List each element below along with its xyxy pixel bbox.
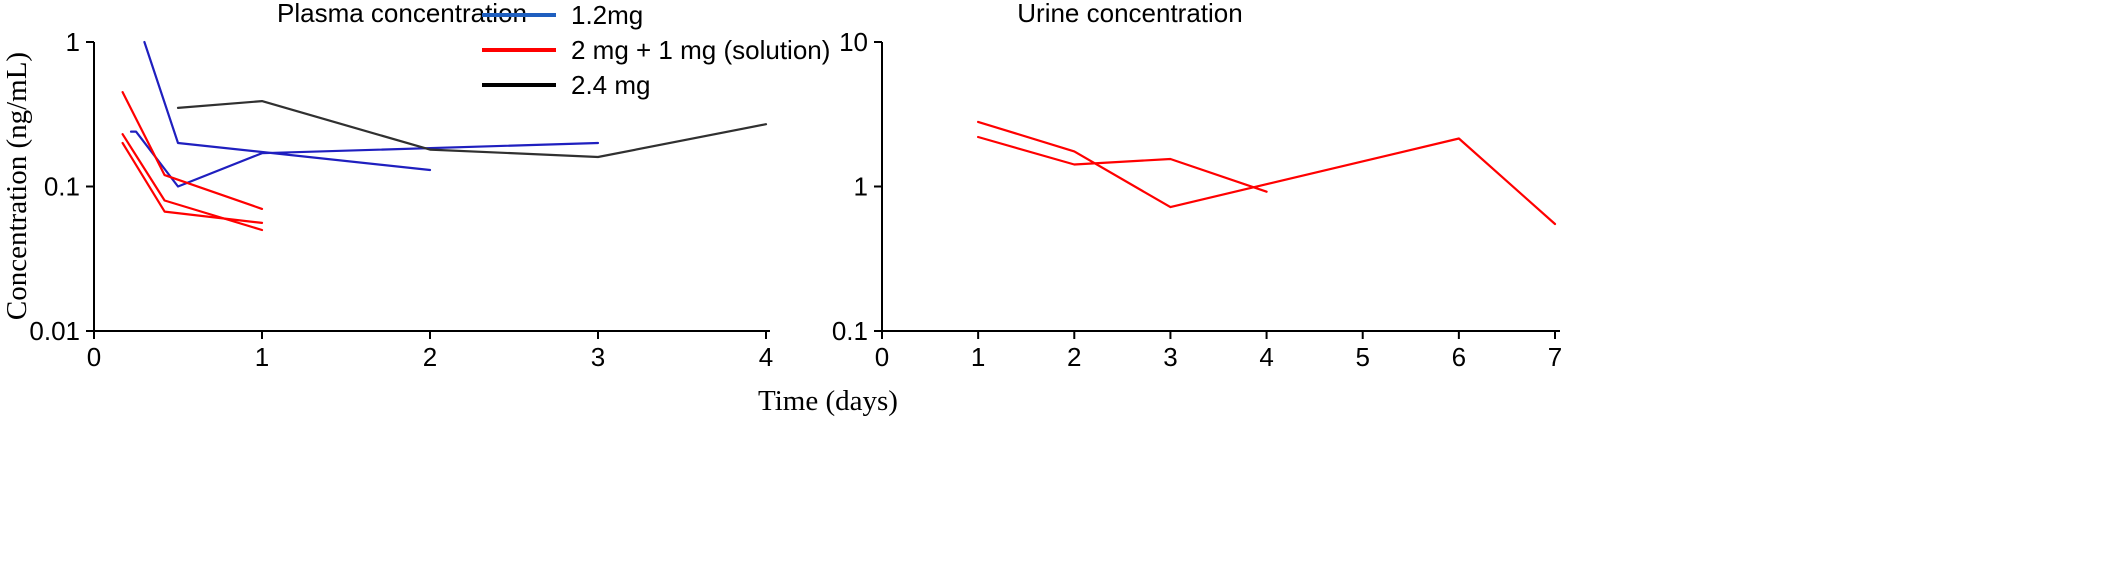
urine-x-tick-label: 4 [1259,342,1273,372]
plasma-y-tick-label: 0.1 [44,172,80,202]
plasma-x-tick-label: 2 [423,342,437,372]
urine-ticks: 0 1 2 3 4 5 6 7 0.1 1 10 [832,27,1562,372]
urine-x-tick-label: 5 [1355,342,1369,372]
plasma-legend: 1.2mg 2 mg + 1 mg (solution) 2.4 mg [482,0,830,100]
urine-panel: Urine concentration 0 1 2 3 4 5 6 7 0.1 1 10 [832,0,1562,372]
urine-x-tick-label: 7 [1548,342,1562,372]
urine-series [976,120,1557,226]
plasma-y-tick-label: 0.01 [29,316,80,346]
plasma-series-line [176,99,768,159]
urine-x-tick-label: 1 [971,342,985,372]
plasma-x-tick-label: 0 [87,342,101,372]
plasma-series [121,40,768,232]
urine-chart-title: Urine concentration [1017,0,1242,28]
urine-y-tick-label: 0.1 [832,316,868,346]
plasma-y-tick-label: 1 [66,27,80,57]
urine-y-tick-label: 1 [854,172,868,202]
urine-series-line [976,120,1557,226]
plasma-panel: Plasma concentration 0 1 2 3 40.010.11 1.2mg… [29,0,830,372]
urine-x-tick-label: 6 [1452,342,1466,372]
plasma-x-tick-label: 4 [759,342,773,372]
plasma-ticks: 0 1 2 3 4 0.01 0.1 1 [29,27,773,372]
urine-x-tick-label: 3 [1163,342,1177,372]
urine-x-tick-label: 2 [1067,342,1081,372]
plasma-series-line [121,141,264,224]
x-axis-title: Time (days) [758,385,898,417]
urine-x-tick-label: 0 [875,342,889,372]
legend-label: 2.4 mg [571,70,651,100]
legend-label: 1.2mg [571,0,643,30]
urine-y-tick-label: 10 [839,27,868,57]
y-axis-title: Concentration (ng/mL) [1,52,33,320]
plasma-x-tick-label: 1 [255,342,269,372]
plasma-series-line [129,130,600,188]
urine-series-line [976,135,1268,193]
plasma-series-line [121,90,264,210]
plasma-series-line [143,40,432,172]
plasma-x-tick-label: 3 [591,342,605,372]
legend-label: 2 mg + 1 mg (solution) [571,35,830,65]
